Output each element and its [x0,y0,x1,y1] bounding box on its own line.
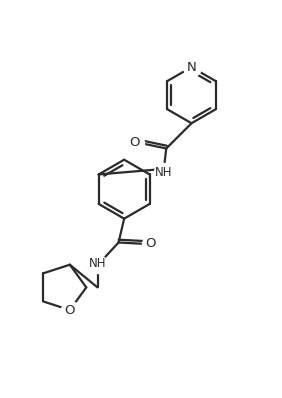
Text: NH: NH [155,166,172,179]
Text: O: O [146,237,156,250]
Text: O: O [65,304,75,316]
Text: O: O [129,137,140,149]
Text: N: N [187,60,196,74]
Text: NH: NH [89,257,106,270]
